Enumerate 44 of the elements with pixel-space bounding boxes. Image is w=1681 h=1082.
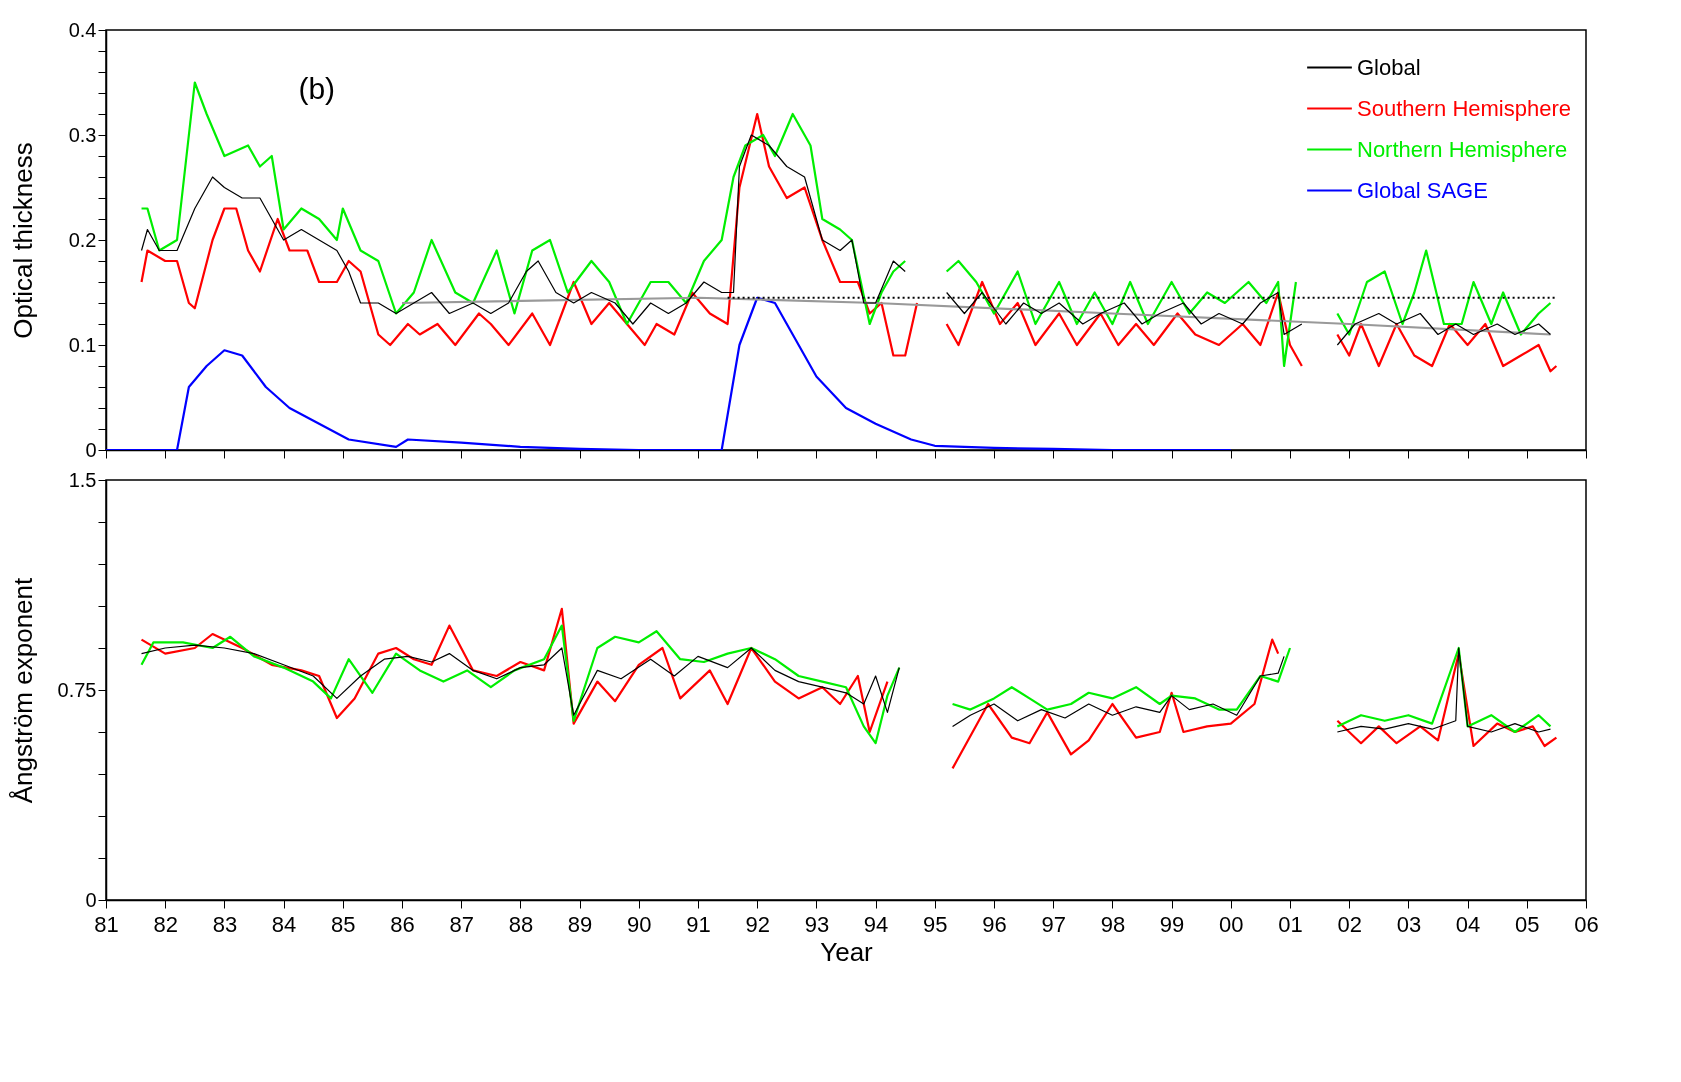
x-tick-label: 92 [745, 911, 770, 937]
x-tick-label: 00 [1219, 911, 1244, 937]
y-tick-label: 1.5 [68, 468, 97, 491]
x-axis-title: Year [820, 936, 874, 967]
x-tick-label: 02 [1337, 911, 1362, 937]
line-series [400, 296, 1552, 336]
x-tick-label: 01 [1278, 911, 1303, 937]
y-tick-label: 0.75 [57, 678, 97, 701]
x-tick-label: 89 [567, 911, 593, 937]
y-tick-label: 0 [85, 888, 97, 911]
y-axis-title: Optical thickness [7, 142, 38, 339]
x-tick-label: 91 [686, 911, 711, 937]
x-tick-label: 04 [1455, 911, 1481, 937]
x-tick-label: 88 [508, 911, 534, 937]
x-tick-label: 86 [390, 911, 415, 937]
y-tick-label: 0.2 [68, 228, 97, 251]
x-tick-label: 94 [863, 911, 889, 937]
legend-label: Northern Hemisphere [1357, 136, 1568, 162]
x-tick-label: 99 [1159, 911, 1185, 937]
x-tick-label: 90 [627, 911, 652, 937]
x-tick-label: 06 [1574, 911, 1599, 937]
line-series [106, 296, 1232, 450]
x-tick-label: 03 [1396, 911, 1422, 937]
x-tick-label: 96 [982, 911, 1007, 937]
x-tick-label: 87 [449, 911, 474, 937]
y-tick-label: 0.3 [68, 123, 97, 146]
x-tick-label: 81 [94, 911, 119, 937]
x-tick-label: 83 [212, 911, 238, 937]
x-tick-label: 85 [331, 911, 356, 937]
x-tick-label: 98 [1100, 911, 1126, 937]
x-tick-label: 97 [1041, 911, 1066, 937]
y-tick-label: 0.1 [68, 333, 97, 356]
legend-label: Global [1357, 54, 1421, 80]
x-tick-label: 95 [923, 911, 948, 937]
y-axis-title: Ångström exponent [7, 576, 38, 804]
y-tick-label: 0.4 [68, 18, 97, 41]
annotation: (b) [298, 72, 336, 105]
y-tick-label: 0 [85, 438, 97, 461]
x-tick-label: 05 [1515, 911, 1540, 937]
x-tick-label: 84 [271, 911, 297, 937]
x-tick-label: 93 [804, 911, 830, 937]
legend-label: Global SAGE [1357, 177, 1488, 203]
legend-label: Southern Hemisphere [1357, 95, 1572, 121]
x-tick-label: 82 [153, 911, 178, 937]
